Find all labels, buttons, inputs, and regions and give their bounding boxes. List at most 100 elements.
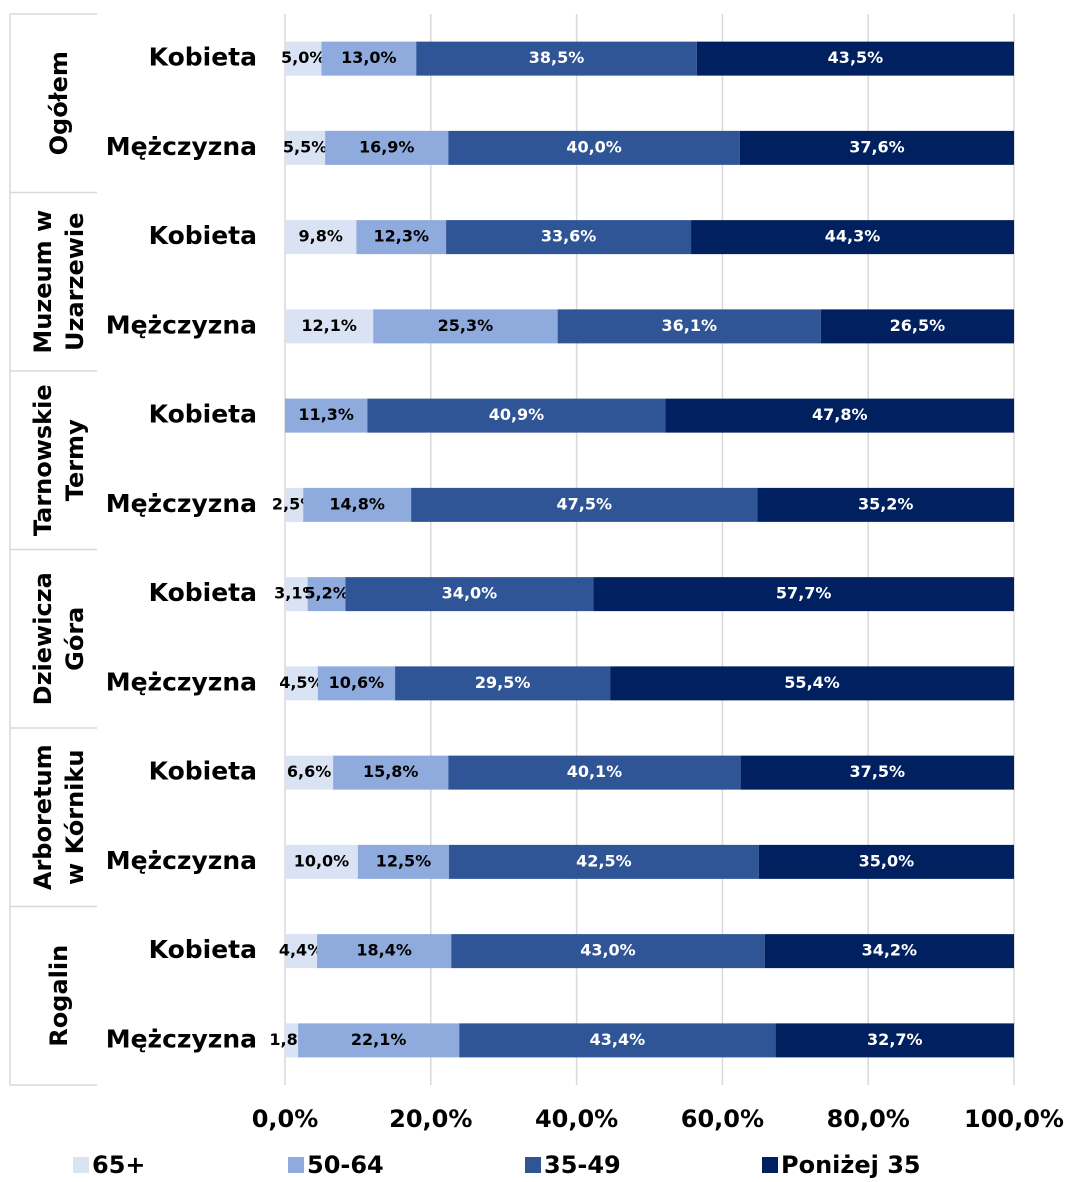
data-label: 38,5% (529, 48, 585, 67)
bar-segment (373, 309, 558, 344)
x-tick-label: 0,0% (252, 1105, 319, 1133)
group-label: Góra (61, 607, 89, 671)
data-label: 13,0% (341, 48, 397, 67)
data-label: 34,0% (442, 584, 498, 603)
data-label: 9,8% (299, 227, 343, 246)
category-label: Kobieta (149, 400, 257, 429)
bar-segment (285, 666, 318, 701)
group-label: Termy (61, 419, 89, 501)
data-label: 14,8% (329, 494, 385, 513)
data-label: 6,6% (287, 762, 331, 781)
data-label: 34,2% (862, 941, 918, 960)
data-label: 35,2% (858, 494, 914, 513)
category-label: Mężczyzna (106, 846, 257, 875)
bar-segment (411, 487, 758, 522)
bar-segment (451, 934, 765, 969)
bar-segment (593, 577, 1014, 612)
bar-segment (448, 130, 740, 165)
data-label: 37,6% (849, 137, 905, 156)
data-label: 12,5% (376, 851, 432, 870)
group-label: Arboretum (29, 744, 57, 890)
bar-segment (764, 934, 1014, 969)
category-label: Kobieta (149, 935, 257, 964)
bar-segment (285, 487, 304, 522)
group-label: w Kórniku (61, 750, 89, 885)
group-label: Uzarzewie (61, 213, 89, 351)
bar-segment (448, 755, 741, 790)
data-label: 40,0% (566, 137, 622, 156)
data-label: 44,3% (825, 227, 881, 246)
legend-swatch (73, 1157, 89, 1173)
group-label: Rogalin (45, 945, 73, 1047)
bar-segment (317, 666, 396, 701)
legend-swatch (762, 1157, 778, 1173)
legend-label: 50-64 (307, 1151, 384, 1179)
bar-segment (285, 844, 358, 879)
data-label: 11,3% (298, 405, 354, 424)
data-label: 40,1% (567, 762, 623, 781)
legend-label: 65+ (92, 1151, 146, 1179)
bar-segment (317, 934, 452, 969)
legend-label: 35-49 (544, 1151, 621, 1179)
data-label: 42,5% (576, 851, 632, 870)
data-label: 43,5% (828, 48, 884, 67)
bar-segment (307, 577, 346, 612)
bar-segment (449, 844, 759, 879)
bar-segment (357, 844, 450, 879)
bar-segment (356, 220, 447, 255)
bar-segment (321, 41, 417, 76)
group-label: Tarnowskie (29, 384, 57, 536)
data-label: 3,1% (274, 584, 318, 603)
bar-segment (820, 309, 1014, 344)
data-label: 10,6% (329, 673, 385, 692)
category-label: Mężczyzna (106, 310, 257, 339)
bar-segment (285, 309, 374, 344)
group-label: Ogółem (45, 51, 73, 155)
bar-segment (285, 220, 357, 255)
bar-segment (285, 130, 326, 165)
bar-segment (610, 666, 1014, 701)
bar-segment (665, 398, 1014, 433)
data-label: 10,0% (294, 851, 350, 870)
data-label: 18,4% (356, 941, 412, 960)
data-label: 29,5% (475, 673, 531, 692)
bar-segment (557, 309, 821, 344)
data-label: 57,7% (776, 584, 832, 603)
x-tick-label: 80,0% (827, 1105, 910, 1133)
bar-segment (285, 398, 368, 433)
category-label: Kobieta (149, 578, 257, 607)
data-label: 32,7% (867, 1030, 923, 1049)
bar-segment (696, 41, 1014, 76)
data-label: 33,6% (541, 227, 597, 246)
data-label: 4,5% (279, 673, 323, 692)
data-label: 5,2% (304, 584, 348, 603)
bar-segment (775, 1023, 1014, 1058)
legend-swatch (525, 1157, 541, 1173)
x-tick-label: 40,0% (535, 1105, 618, 1133)
data-label: 35,0% (859, 851, 915, 870)
group-label: Dziewicza (29, 572, 57, 705)
data-label: 12,1% (301, 316, 357, 335)
category-label: Kobieta (149, 757, 257, 786)
bar-segment (285, 41, 322, 76)
legend-label: Poniżej 35 (781, 1151, 921, 1179)
bar-segment (367, 398, 666, 433)
bar-segment (285, 755, 334, 790)
data-label: 43,0% (580, 941, 636, 960)
bar-segment (395, 666, 611, 701)
x-tick-label: 20,0% (389, 1105, 472, 1133)
bar-segment (285, 934, 318, 969)
data-label: 40,9% (489, 405, 545, 424)
category-label: Mężczyzna (106, 489, 257, 518)
data-label: 16,9% (359, 137, 415, 156)
data-label: 15,8% (363, 762, 419, 781)
data-label: 55,4% (784, 673, 840, 692)
data-label: 36,1% (661, 316, 717, 335)
bar-segment (325, 130, 449, 165)
bar-segment (446, 220, 692, 255)
bar-segment (298, 1023, 460, 1058)
category-label: Mężczyzna (106, 667, 257, 696)
bar-segment (303, 487, 412, 522)
bar-segment (285, 1023, 299, 1058)
